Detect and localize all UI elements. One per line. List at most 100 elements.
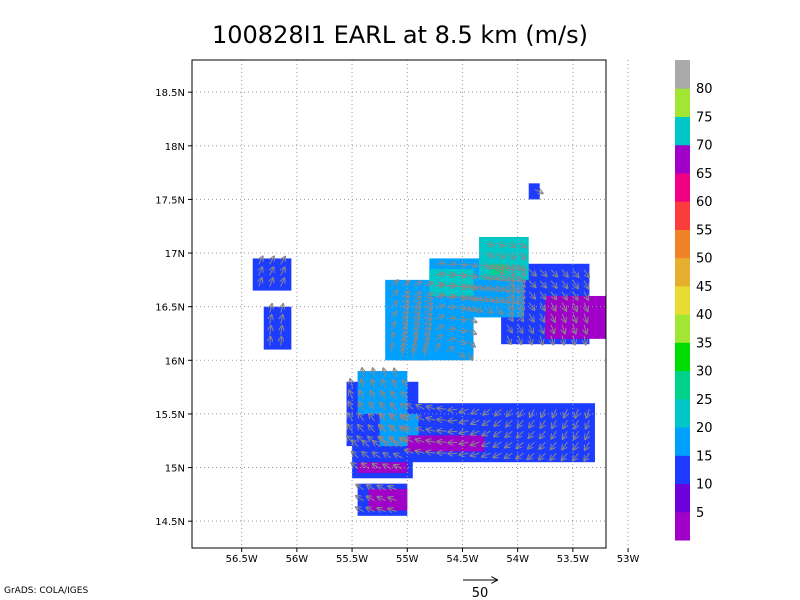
wind-vector (367, 485, 375, 490)
wind-vector (382, 380, 385, 389)
wind-vector (391, 322, 395, 331)
wind-vector (400, 426, 408, 431)
wind-vector (352, 452, 359, 459)
wind-vector (552, 408, 556, 417)
wind-vector (391, 403, 397, 411)
wind-vector (484, 254, 494, 257)
wind-vectors (259, 189, 628, 511)
wind-vector (495, 307, 503, 314)
colorbar-swatch (675, 511, 690, 541)
wind-region (407, 435, 485, 452)
wind-vector (389, 437, 397, 443)
colorbar-label: 70 (696, 139, 713, 154)
wind-vector (412, 297, 421, 303)
colorbar-swatch (675, 455, 690, 485)
wind-vector (518, 408, 524, 416)
wind-vector (362, 463, 370, 470)
wind-vector (462, 308, 472, 310)
wind-vector (437, 408, 447, 409)
wind-vector (473, 297, 482, 300)
wind-vector (412, 303, 420, 309)
x-tick-label: 56W (286, 554, 309, 565)
x-tick-label: 53.5W (557, 554, 589, 565)
wind-vector (457, 286, 466, 287)
wind-vector (370, 402, 376, 411)
wind-vector (584, 324, 586, 334)
wind-vector (383, 453, 392, 458)
colorbar-label: 30 (696, 365, 713, 380)
wind-vector (400, 438, 408, 442)
wind-vector (388, 486, 397, 490)
wind-vector (551, 313, 555, 322)
wind-vector (402, 392, 408, 400)
x-tick-label: 56.5W (226, 554, 258, 565)
colorbar-label: 40 (696, 308, 713, 323)
wind-vector (379, 436, 386, 443)
x-tick-label: 54W (506, 554, 529, 565)
wind-vector (507, 408, 513, 416)
wind-vector (562, 452, 568, 460)
wind-vector (540, 335, 542, 345)
wind-vector (506, 324, 512, 333)
colorbar-label: 35 (696, 336, 713, 351)
wind-vector (457, 341, 466, 344)
wind-vector (434, 335, 442, 342)
wind-vector (281, 326, 282, 335)
wind-vector (562, 335, 564, 345)
colorbar-label: 25 (696, 393, 713, 408)
wind-vector (435, 284, 444, 286)
wind-vector (412, 282, 421, 286)
wind-vector (518, 335, 521, 344)
wind-vector (383, 464, 392, 468)
wind-vector (494, 442, 502, 447)
wind-vector (562, 441, 568, 449)
wind-vector (369, 414, 375, 422)
wind-vector (529, 324, 533, 333)
wind-vector (528, 452, 535, 459)
reference-vector: 50 (463, 580, 497, 600)
y-tick-label: 15N (165, 464, 185, 475)
wind-vector (426, 452, 436, 454)
credit-label: GrADS: COLA/IGES (4, 586, 89, 596)
wind-vector (574, 419, 578, 428)
wind-vector (281, 257, 285, 265)
wind-vector (437, 419, 447, 420)
wind-vector (529, 419, 535, 427)
wind-vector (403, 380, 408, 389)
wind-vector (471, 442, 480, 445)
wind-vector (270, 278, 273, 287)
wind-vector (563, 419, 567, 428)
wind-vector (390, 414, 398, 421)
wind-vector (550, 269, 557, 277)
reference-vector-label: 50 (472, 586, 489, 600)
wind-vector (584, 291, 588, 300)
wind-vector (456, 351, 464, 357)
wind-vector (427, 418, 436, 420)
wind-vector (390, 425, 397, 432)
wind-vector (506, 270, 515, 275)
wind-vector (583, 269, 589, 277)
wind-vector (573, 291, 577, 300)
wind-vector (413, 333, 417, 342)
wind-vector (434, 326, 443, 330)
wind-vector (518, 419, 524, 427)
wind-vector (539, 291, 546, 299)
wind-vector (518, 324, 522, 333)
wind-vector (584, 452, 590, 460)
wind-vector (505, 452, 513, 458)
colorbar-label: 45 (696, 280, 713, 295)
wind-vector (575, 409, 578, 417)
colorbar: 5 10 15 20 25 30 35 40 45 50 55 60 65 70 75 80 (675, 60, 713, 541)
wind-vector (426, 440, 436, 442)
wind-vector (394, 442, 403, 446)
y-tick-label: 16.5N (155, 303, 185, 314)
wind-region (528, 183, 540, 200)
wind-vector (259, 278, 262, 287)
wind-vector (506, 285, 514, 291)
wind-vector (393, 380, 397, 389)
colorbar-label: 50 (696, 252, 713, 267)
wind-vector (484, 243, 494, 245)
wind-vector (281, 267, 285, 276)
wind-vector (378, 486, 386, 490)
